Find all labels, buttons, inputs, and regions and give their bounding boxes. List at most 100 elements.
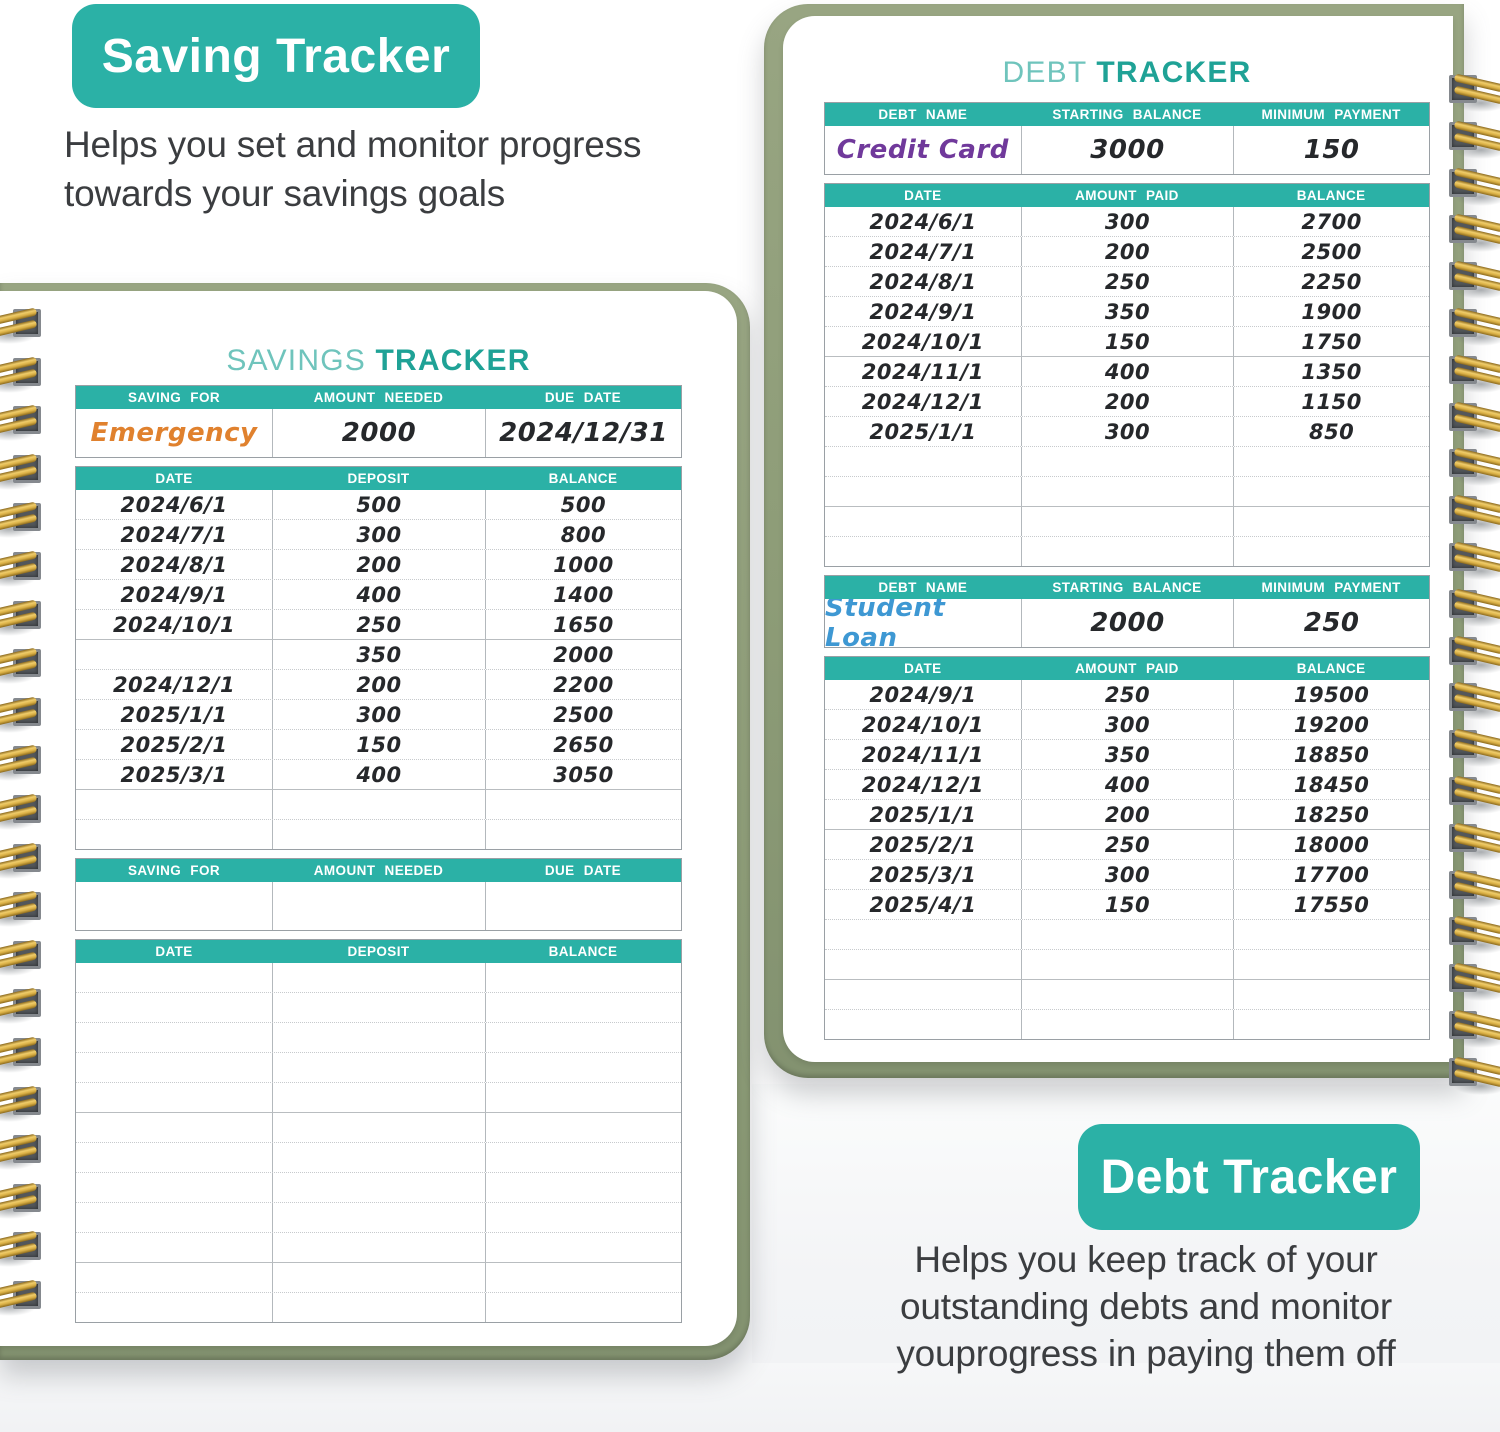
table-cell: 1750 xyxy=(1233,327,1429,356)
table-row: 2025/1/1 300 2500 xyxy=(76,700,681,730)
table-cell xyxy=(76,1233,272,1262)
log-header-row: DATE DEPOSIT BALANCE xyxy=(76,467,681,490)
table-cell xyxy=(1233,507,1429,536)
column-header: STARTING BALANCE xyxy=(1052,107,1202,122)
table-cell: 400 xyxy=(1020,770,1234,799)
table-cell xyxy=(272,1143,485,1172)
table-cell: 2024/6/1 xyxy=(120,492,228,517)
table-row xyxy=(76,820,681,849)
table-cell: 2500 xyxy=(1233,237,1429,266)
table-cell xyxy=(484,1293,681,1322)
spiral-loop xyxy=(1444,632,1500,674)
column-header: DUE DATE xyxy=(544,863,622,878)
goal-cell xyxy=(76,882,272,930)
table-cell: 800 xyxy=(484,520,681,549)
goal-cell: 250 xyxy=(1233,599,1429,647)
table-cell xyxy=(484,963,681,992)
table-cell: 350 xyxy=(1020,297,1234,326)
spiral-loop xyxy=(0,1276,48,1318)
table-row xyxy=(825,507,1429,537)
table-cell: 300 xyxy=(1020,207,1234,236)
spiral-loop xyxy=(1444,491,1500,534)
table-cell xyxy=(825,1010,1021,1039)
spiral-loop xyxy=(1444,538,1500,580)
table-cell xyxy=(1233,537,1429,566)
table-row xyxy=(825,477,1429,507)
table-cell xyxy=(484,1233,681,1262)
table-cell: 300 xyxy=(1020,860,1234,889)
spiral-loop xyxy=(1444,351,1500,393)
table-cell xyxy=(825,950,1021,979)
table-cell: 200 xyxy=(272,550,485,579)
table-cell xyxy=(484,1173,681,1202)
spiral-loop xyxy=(0,498,48,540)
table-row xyxy=(76,1173,681,1203)
log-table: DATE AMOUNT PAID BALANCE 2024/9/1 250 19500 20… xyxy=(824,656,1430,1040)
table-cell: 19500 xyxy=(1233,680,1429,709)
table-row: 2024/11/1 350 18850 xyxy=(825,740,1429,770)
spiral-loop xyxy=(0,1227,48,1269)
table-cell xyxy=(76,640,272,669)
table-cell: 400 xyxy=(1020,357,1234,386)
spiral-loop xyxy=(0,839,48,881)
debt-title-light: DEBT xyxy=(1002,56,1087,89)
column-header: BALANCE xyxy=(548,471,618,486)
goal-row xyxy=(76,882,681,930)
table-cell xyxy=(76,993,272,1022)
spiral-loop xyxy=(0,1082,48,1124)
table-row: 2024/10/1 250 1650 xyxy=(76,610,681,640)
table-row: 2024/9/1 400 1400 xyxy=(76,580,681,610)
description-line: towards your savings goals xyxy=(64,173,506,214)
column-header: DATE xyxy=(904,661,942,676)
table-cell xyxy=(1020,980,1234,1009)
table-cell: 250 xyxy=(1020,830,1234,859)
table-cell: 2025/2/1 xyxy=(869,832,977,857)
table-row xyxy=(825,920,1429,950)
table-cell: 19200 xyxy=(1233,710,1429,739)
column-header: MINIMUM PAYMENT xyxy=(1261,107,1401,122)
table-cell xyxy=(825,507,1021,536)
table-row: 2025/1/1 300 850 xyxy=(825,417,1429,447)
table-cell: 2024/8/1 xyxy=(120,552,228,577)
table-cell xyxy=(76,1113,272,1142)
spiral-loop xyxy=(1444,959,1500,1002)
table-cell xyxy=(1233,477,1429,506)
table-cell xyxy=(1020,950,1234,979)
log-header-row: DATE AMOUNT PAID BALANCE xyxy=(825,657,1429,680)
table-cell xyxy=(1020,447,1234,476)
table-row: 2024/6/1 500 500 xyxy=(76,490,681,520)
table-cell xyxy=(272,1113,485,1142)
log-table: DATE DEPOSIT BALANCE 2024/6/1 500 500 2024/7/1… xyxy=(75,466,682,850)
table-row xyxy=(76,1203,681,1233)
table-row: 2024/9/1 350 1900 xyxy=(825,297,1429,327)
table-cell: 300 xyxy=(272,520,485,549)
table-row: 2024/6/1 300 2700 xyxy=(825,207,1429,237)
table-cell: 850 xyxy=(1233,417,1429,446)
table-cell: 2024/9/1 xyxy=(120,582,228,607)
spiral-loop xyxy=(0,596,48,638)
spiral-loop xyxy=(1444,257,1500,300)
spiral-loop xyxy=(1444,117,1500,159)
table-cell xyxy=(484,1203,681,1232)
column-header: STARTING BALANCE xyxy=(1052,580,1202,595)
table-cell: 3050 xyxy=(484,760,681,789)
table-row xyxy=(825,537,1429,566)
table-row: 2024/12/1 200 1150 xyxy=(825,387,1429,417)
table-row xyxy=(825,447,1429,477)
savings-title-light: SAVINGS xyxy=(226,344,366,377)
table-cell: 2024/6/1 xyxy=(869,209,977,234)
column-header: MINIMUM PAYMENT xyxy=(1261,580,1401,595)
table-row: 2025/3/1 400 3050 xyxy=(76,760,681,790)
spiral-loop xyxy=(0,304,48,346)
log-header-row: DATE AMOUNT PAID BALANCE xyxy=(825,184,1429,207)
table-row xyxy=(76,1233,681,1263)
spiral-loop xyxy=(0,644,48,686)
goal-table: SAVING FOR AMOUNT NEEDED DUE DATE Emergency… xyxy=(75,385,682,458)
table-cell: 2025/2/1 xyxy=(120,732,228,757)
table-cell xyxy=(825,447,1021,476)
table-cell xyxy=(1020,477,1234,506)
debt-page-title: DEBT TRACKER xyxy=(824,56,1430,90)
table-cell xyxy=(1020,537,1234,566)
table-row xyxy=(76,1053,681,1083)
table-row: 2024/12/1 400 18450 xyxy=(825,770,1429,800)
